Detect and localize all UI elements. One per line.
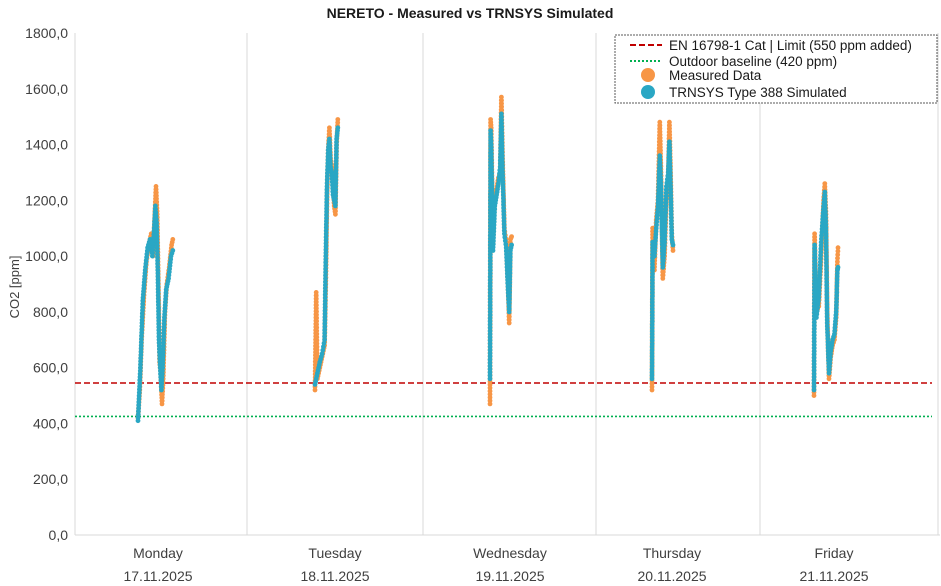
legend-label-baseline: Outdoor baseline (420 ppm): [669, 54, 837, 69]
data-points: [135, 94, 841, 424]
point: [811, 355, 817, 361]
x-tick-label-day: Wednesday: [473, 545, 547, 561]
point: [835, 264, 841, 270]
series-1: [135, 111, 841, 424]
x-tick-label-date: 17.11.2025: [123, 568, 192, 584]
point: [322, 298, 328, 304]
point: [488, 138, 494, 144]
x-tick-label-day: Thursday: [643, 545, 701, 561]
reference-lines: [75, 382, 932, 418]
x-tick-label-date: 19.11.2025: [475, 568, 544, 584]
point: [509, 234, 514, 240]
point: [835, 259, 840, 265]
point: [670, 248, 676, 253]
point: [506, 306, 512, 312]
point: [835, 245, 841, 251]
point: [507, 296, 512, 302]
point: [812, 237, 818, 243]
point: [835, 255, 840, 261]
point: [499, 144, 505, 149]
point: [509, 242, 514, 248]
point: [670, 242, 676, 248]
point: [502, 231, 507, 237]
x-tick-label-date: 18.11.2025: [300, 568, 369, 584]
point: [488, 128, 493, 134]
point: [835, 252, 841, 258]
point: [502, 234, 508, 240]
gridlines: [74, 33, 940, 536]
legend-marker-simulated: [641, 85, 655, 99]
x-tick-label-day: Tuesday: [308, 545, 361, 561]
y-tick-labels: 0,0 200,0 400,0 600,0 800,0 1000,0 1200,0 1400,…: [25, 25, 68, 543]
y-tick-label: 0,0: [49, 527, 69, 543]
point: [335, 125, 341, 131]
point: [170, 237, 176, 242]
y-tick-label: 1600,0: [25, 81, 68, 97]
point: [489, 193, 495, 199]
point: [323, 263, 329, 269]
y-tick-label: 200,0: [33, 471, 68, 487]
y-tick-label: 600,0: [33, 360, 68, 376]
y-tick-label: 1800,0: [25, 25, 68, 41]
point: [153, 210, 159, 216]
x-tick-label-date: 21.11.2025: [799, 568, 868, 584]
y-axis-label: CO2 [ppm]: [7, 256, 22, 319]
chart-title: NERETO - Measured vs TRNSYS Simulated: [327, 5, 614, 21]
point: [811, 384, 817, 390]
point: [488, 135, 494, 141]
y-tick-label: 1000,0: [25, 248, 68, 264]
point: [811, 371, 817, 377]
x-tick-labels: Monday 17.11.2025 Tuesday 18.11.2025 Wednesd…: [123, 545, 868, 584]
legend-label-simulated: TRNSYS Type 388 Simulated: [669, 85, 847, 100]
point: [664, 180, 670, 186]
x-tick-label-date: 20.11.2025: [637, 568, 706, 584]
point: [835, 248, 841, 254]
legend-label-limit: EN 16798-1 Cat | Limit (550 ppm added): [669, 38, 912, 53]
x-tick-label-day: Friday: [815, 545, 854, 561]
point: [500, 163, 505, 169]
point: [499, 114, 504, 120]
point: [658, 187, 664, 193]
legend: EN 16798-1 Cat | Limit (550 ppm added) O…: [614, 34, 938, 104]
y-tick-label: 1400,0: [25, 137, 68, 153]
point: [335, 117, 341, 122]
point: [488, 131, 494, 137]
y-tick-label: 400,0: [33, 415, 68, 431]
point: [170, 248, 176, 253]
point: [153, 203, 158, 209]
legend-label-measured: Measured Data: [669, 68, 762, 83]
point: [664, 184, 669, 189]
y-tick-label: 1200,0: [25, 192, 68, 208]
legend-marker-measured: [641, 68, 655, 82]
point: [502, 238, 508, 244]
y-tick-label: 800,0: [33, 304, 68, 320]
point: [811, 342, 817, 348]
legend-box: [614, 34, 938, 104]
x-tick-label-day: Monday: [133, 545, 183, 561]
